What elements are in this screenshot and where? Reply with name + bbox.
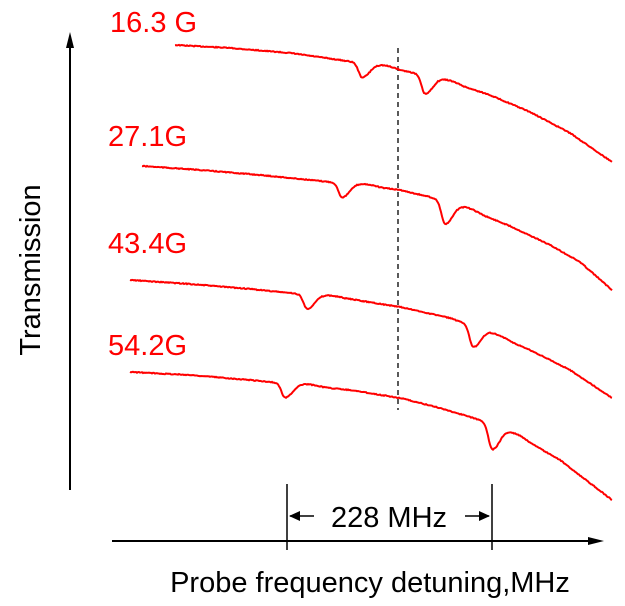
curve-labels-group: 16.3 G 27.1G 43.4G 54.2G	[108, 7, 197, 362]
separation-left-arrowhead	[289, 511, 300, 521]
curve-label-4: 54.2G	[108, 330, 187, 362]
transmission-curve-2	[141, 164, 613, 292]
x-axis-title: Probe frequency detuning,MHz	[170, 567, 570, 599]
curve-label-1: 16.3 G	[110, 7, 197, 39]
separation-label: 228 MHz	[331, 502, 447, 534]
y-axis-arrowhead	[66, 32, 74, 48]
x-axis-arrowhead	[588, 537, 604, 545]
y-axis-title: Transmission	[15, 184, 47, 355]
transmission-curve-1	[174, 43, 613, 163]
separation-right-arrowhead	[479, 511, 490, 521]
curves-group	[129, 43, 613, 501]
curve-label-2: 27.1G	[108, 121, 187, 153]
transmission-curve-3	[129, 278, 613, 399]
curve-label-3: 43.4G	[108, 228, 187, 260]
separation-annotation: 228 MHz	[286, 484, 493, 550]
transmission-curve-4	[129, 370, 613, 501]
